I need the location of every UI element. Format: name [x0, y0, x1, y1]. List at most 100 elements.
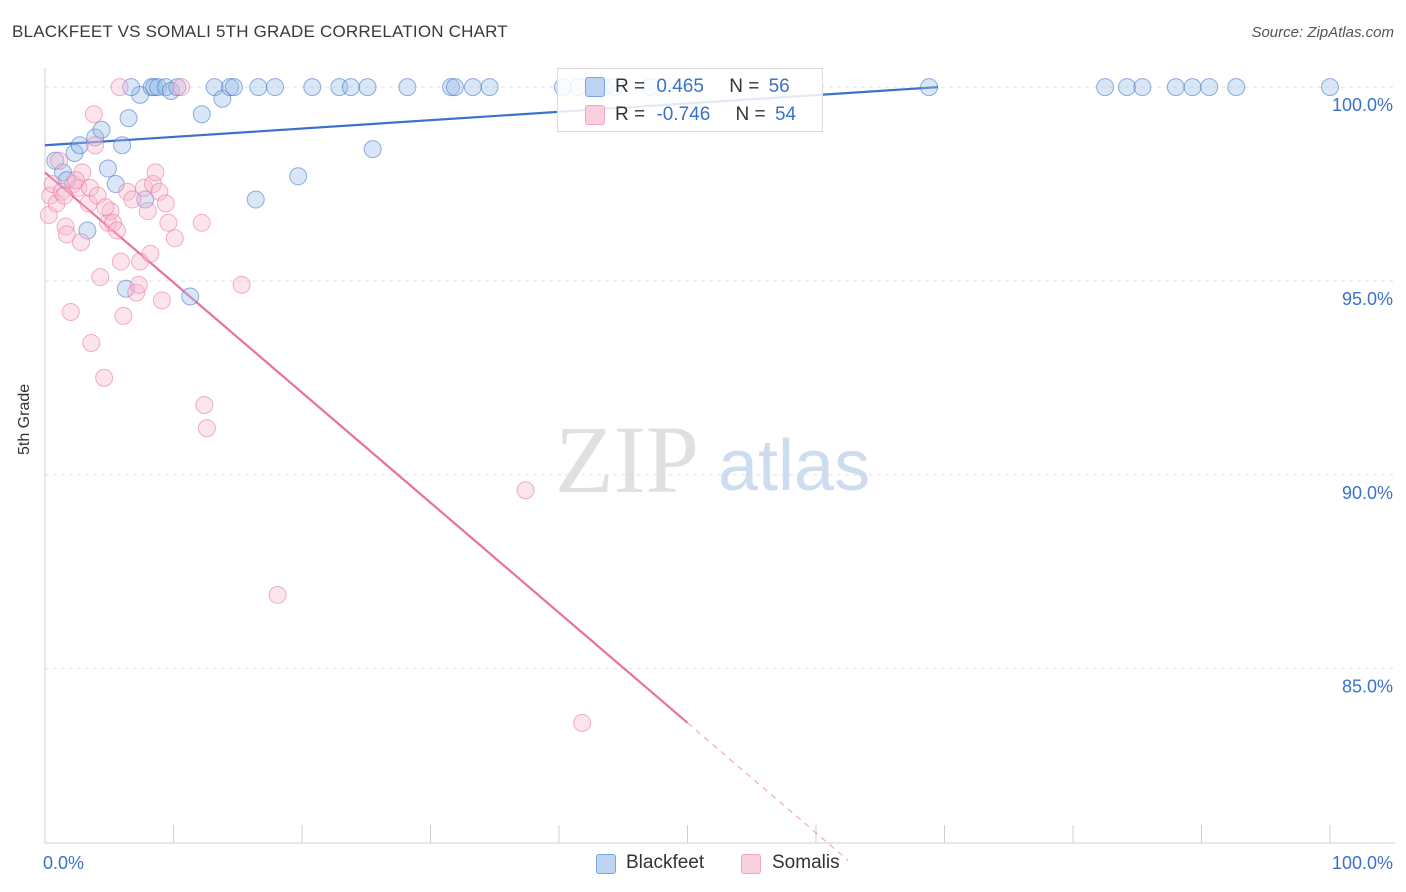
data-point-somalis [66, 171, 85, 190]
data-point-somalis [134, 178, 153, 197]
data-point-somalis [86, 136, 105, 155]
y-tick-label: 95.0% [1342, 289, 1393, 309]
data-point-blackfeet [119, 109, 138, 128]
data-point-blackfeet [1096, 78, 1115, 97]
data-point-somalis [192, 213, 211, 232]
data-point-somalis [111, 252, 130, 271]
x-tick-label: 0.0% [43, 853, 84, 873]
data-point-blackfeet [480, 78, 499, 97]
data-point-somalis [79, 194, 98, 213]
data-point-blackfeet [445, 78, 464, 97]
data-point-somalis [146, 163, 165, 182]
data-point-blackfeet [363, 140, 382, 159]
y-tick-labels: 100.0% 95.0% 90.0% 85.0% [1332, 95, 1393, 696]
data-point-somalis [96, 198, 115, 217]
x-tick-labels: 0.0% 100.0% [43, 853, 1393, 873]
data-point-blackfeet [463, 78, 482, 97]
data-point-blackfeet [398, 78, 417, 97]
data-point-blackfeet [266, 78, 285, 97]
data-point-somalis [573, 713, 592, 732]
stats-legend: R = 0.465 N = 56 R = -0.746 N = 54 [557, 68, 823, 132]
data-point-somalis [197, 419, 216, 438]
data-point-somalis [195, 395, 214, 414]
data-point-blackfeet [224, 78, 243, 97]
watermark-atlas: atlas [718, 426, 870, 506]
data-point-blackfeet [181, 287, 200, 306]
data-point-somalis [56, 217, 75, 236]
data-point-somalis [61, 302, 80, 321]
data-point-blackfeet [98, 159, 117, 178]
data-point-blackfeet [1227, 78, 1246, 97]
data-point-somalis [516, 481, 535, 500]
legend-swatch-blackfeet [596, 854, 616, 874]
data-point-blackfeet [70, 136, 89, 155]
y-tick-label: 90.0% [1342, 483, 1393, 503]
data-point-somalis [152, 291, 171, 310]
stats-swatch-somalis [585, 105, 605, 125]
data-point-somalis [55, 186, 74, 205]
x-tick-label: 100.0% [1332, 853, 1393, 873]
data-point-blackfeet [136, 190, 155, 209]
data-point-blackfeet [1133, 78, 1152, 97]
data-point-somalis [110, 78, 129, 97]
stats-r-label: R = [615, 76, 646, 97]
stats-r-value: -0.746 [656, 104, 711, 125]
data-point-somalis [138, 202, 157, 221]
data-point-somalis [131, 252, 150, 271]
data-point-somalis [71, 233, 90, 252]
stats-swatch-blackfeet [585, 77, 605, 97]
data-point-blackfeet [92, 120, 111, 139]
data-point-blackfeet [221, 78, 240, 97]
legend-swatch-somalis [741, 854, 761, 874]
stats-n-value: 56 [768, 76, 790, 97]
data-point-somalis [172, 78, 191, 97]
data-point-blackfeet [1166, 78, 1185, 97]
legend-label-blackfeet: Blackfeet [626, 852, 705, 873]
data-point-blackfeet [303, 78, 322, 97]
data-point-somalis [165, 229, 184, 248]
watermark: ZIP atlas [555, 406, 870, 513]
data-point-blackfeet [341, 78, 360, 97]
data-point-blackfeet [920, 78, 939, 97]
stats-n-value: 54 [774, 104, 797, 125]
data-point-blackfeet [358, 78, 377, 97]
data-point-blackfeet [78, 221, 97, 240]
data-point-blackfeet [249, 78, 268, 97]
data-point-somalis [123, 190, 142, 209]
stats-n-label: N = [729, 76, 760, 97]
stats-row-blackfeet: R = 0.465 N = 56 [615, 76, 790, 98]
data-point-somalis [114, 306, 133, 325]
data-point-somalis [91, 268, 110, 287]
data-point-blackfeet [1321, 78, 1339, 97]
data-point-somalis [107, 221, 126, 240]
stats-r-value: 0.465 [656, 76, 704, 97]
trend-line-somalis [44, 171, 689, 724]
legend-label-somalis: Somalis [772, 852, 840, 873]
data-point-blackfeet [168, 78, 187, 97]
data-point-blackfeet [192, 105, 211, 124]
gridlines [45, 86, 1395, 670]
data-point-somalis [82, 333, 101, 352]
axes [44, 68, 1395, 844]
watermark-zip: ZIP [555, 406, 699, 513]
data-point-blackfeet [1200, 78, 1219, 97]
stats-r-label: R = [615, 104, 646, 125]
data-point-somalis [43, 175, 62, 194]
stats-n-label: N = [735, 104, 766, 125]
data-point-somalis [159, 213, 178, 232]
data-point-somalis [98, 213, 117, 232]
data-point-somalis [268, 585, 287, 604]
data-point-somalis [95, 368, 114, 387]
stats-row-somalis: R = -0.746 N = 54 [615, 104, 796, 126]
data-point-somalis [50, 151, 69, 170]
data-point-somalis [150, 182, 169, 201]
data-point-blackfeet [289, 167, 308, 186]
data-points [39, 78, 1339, 732]
data-point-somalis [156, 194, 175, 213]
source-label: Source: ZipAtlas.com [1251, 24, 1394, 41]
data-point-blackfeet [1183, 78, 1202, 97]
chart-title: BLACKFEET VS SOMALI 5TH GRADE CORRELATIO… [12, 22, 508, 41]
data-point-somalis [232, 275, 251, 294]
data-point-somalis [80, 178, 99, 197]
